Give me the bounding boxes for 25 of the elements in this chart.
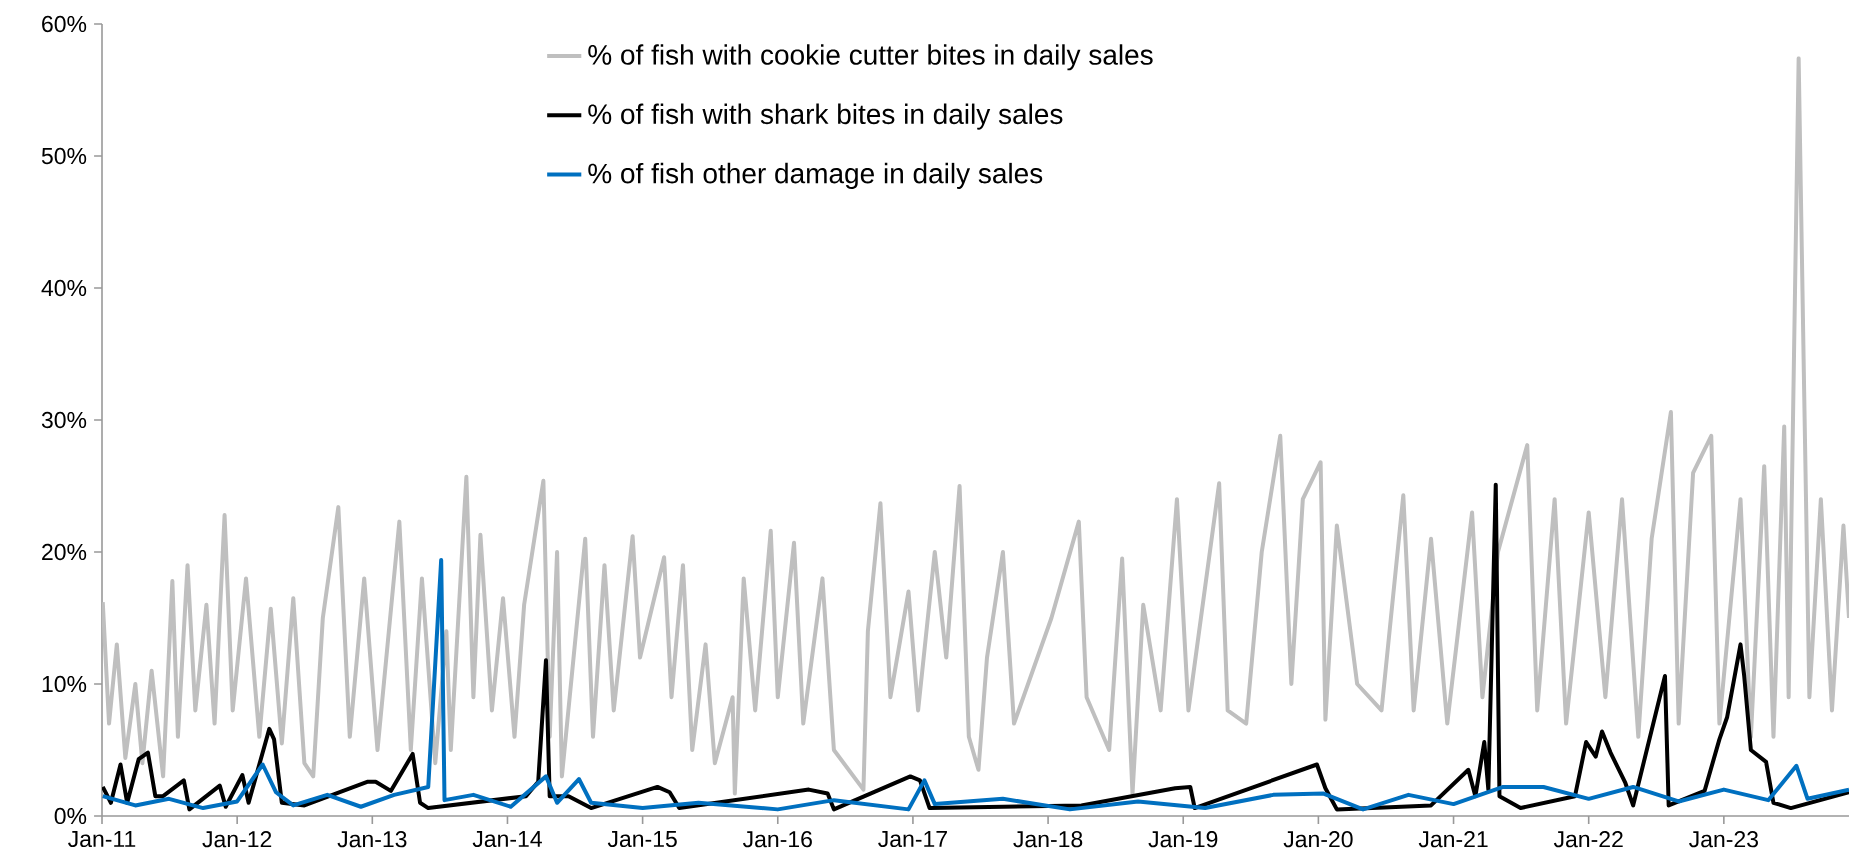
x-tick-label: Jan-15 [607, 831, 677, 848]
y-tick-label: 20% [42, 543, 87, 561]
legend-label: % of fish with shark bites in daily sales [588, 103, 1063, 130]
y-tick-label: 30% [41, 411, 87, 429]
x-tick-label: Jan-13 [337, 831, 407, 848]
x-tick-label: Jan-14 [472, 831, 542, 848]
legend-label: % of fish other damage in daily sales [588, 162, 1043, 189]
x-tick-label: Jan-21 [1418, 831, 1488, 848]
x-tick-label: Jan-19 [1148, 831, 1218, 848]
y-tick-label: 50% [41, 147, 87, 165]
y-tick-label: 10% [42, 675, 87, 693]
y-tick-label: 60% [42, 15, 87, 33]
x-tick-label: Jan-12 [202, 831, 272, 848]
x-tick-label: Jan-11 [68, 831, 136, 848]
x-tick-label: Jan-22 [1553, 831, 1623, 848]
x-tick-label: Jan-18 [1013, 831, 1083, 848]
y-tick-label: 40% [41, 279, 87, 297]
x-tick-label: Jan-23 [1689, 831, 1758, 848]
legend-label: % of fish with cookie cutter bites in daily sales [588, 44, 1153, 71]
x-tick-label: Jan-16 [742, 831, 812, 848]
line-series [102, 557, 1849, 812]
x-tick-label: Jan-17 [878, 831, 947, 848]
line-series [102, 482, 1849, 812]
y-tick-label: 0% [54, 807, 87, 825]
x-tick-label: Jan-20 [1283, 831, 1353, 848]
